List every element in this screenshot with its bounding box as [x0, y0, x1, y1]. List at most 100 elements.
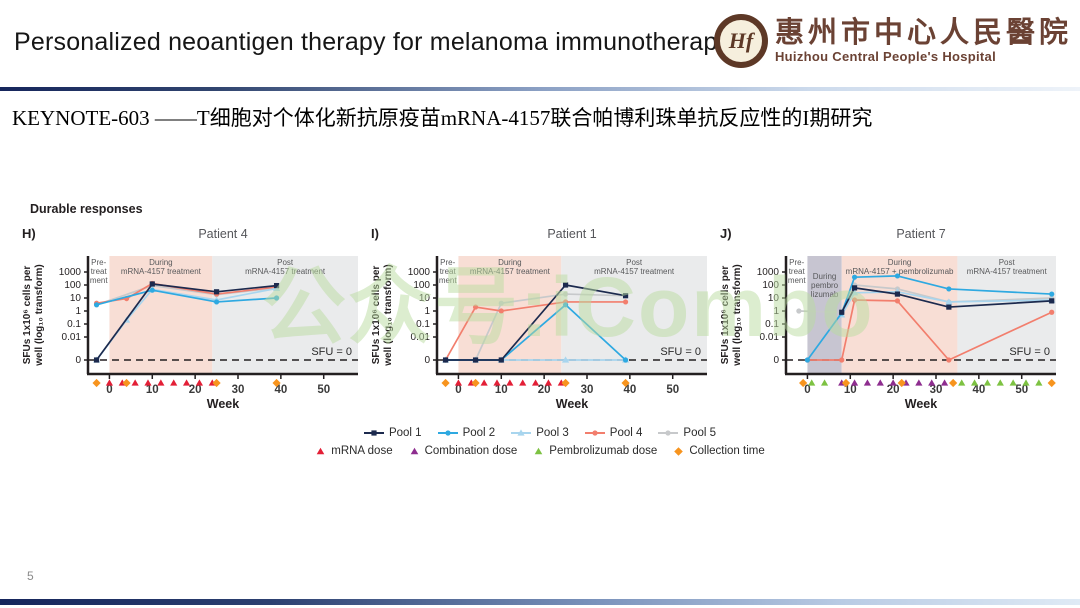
- page-title: Personalized neoantigen therapy for mela…: [14, 28, 731, 56]
- svg-text:10: 10: [70, 293, 82, 304]
- svg-text:0: 0: [773, 355, 779, 366]
- svg-text:well (log₁₀ transform): well (log₁₀ transform): [732, 264, 743, 366]
- collection-time-icon: [674, 446, 684, 456]
- hospital-logo: Hf 惠州市中心人民醫院 Huizhou Central People's Ho…: [713, 14, 1072, 68]
- legend-label: Combination dose: [424, 445, 518, 457]
- svg-text:SFUs 1x10⁶ cells per: SFUs 1x10⁶ cells per: [22, 266, 33, 365]
- svg-text:0: 0: [106, 384, 112, 396]
- svg-text:0: 0: [424, 355, 430, 366]
- svg-text:1000: 1000: [408, 267, 431, 278]
- pool-1-marker-icon: [363, 430, 384, 436]
- panel-head: J) Patient 7: [718, 226, 1064, 242]
- svg-text:mRNA-4157 treatment: mRNA-4157 treatment: [594, 267, 675, 276]
- legend-pools: Pool 1 Pool 2 Pool 3 Pool 4 Pool 5: [0, 424, 1080, 442]
- patient1-panel: I) Patient 1 Pre-treat ment During mRNA-415…: [369, 226, 715, 412]
- legend-item-pool: Pool 1: [363, 427, 422, 439]
- svg-text:1: 1: [424, 306, 430, 317]
- legend-label: mRNA dose: [331, 445, 393, 457]
- svg-text:10: 10: [768, 293, 780, 304]
- svg-text:30: 30: [232, 384, 245, 396]
- svg-text:20: 20: [189, 384, 202, 396]
- svg-text:10: 10: [419, 293, 431, 304]
- svg-text:mRNA-4157 treatment: mRNA-4157 treatment: [245, 267, 326, 276]
- svg-text:50: 50: [1015, 384, 1028, 396]
- svg-text:10: 10: [844, 384, 857, 396]
- svg-text:Week: Week: [207, 397, 239, 411]
- svg-text:Pre-: Pre-: [91, 258, 106, 267]
- svg-text:1: 1: [75, 306, 81, 317]
- svg-text:20: 20: [887, 384, 900, 396]
- panel-title-patient1: Patient 1: [547, 227, 597, 241]
- svg-text:During: During: [498, 258, 522, 267]
- legend-item-pool: Pool 3: [511, 427, 569, 439]
- patient7-panel: J) Patient 7 Pre-treat ment During pembro li…: [718, 226, 1064, 412]
- svg-text:100: 100: [413, 280, 430, 291]
- svg-text:100: 100: [64, 280, 81, 291]
- legend-item-pool: Pool 4: [584, 427, 642, 439]
- svg-text:SFU = 0: SFU = 0: [311, 346, 352, 358]
- patient4-panel: H) Patient 4 Pre-treat ment During mRNA-415…: [20, 226, 366, 412]
- svg-text:ment: ment: [90, 276, 109, 285]
- panel-head: H) Patient 4: [20, 226, 366, 242]
- svg-text:mRNA-4157 treatment: mRNA-4157 treatment: [121, 267, 202, 276]
- bottom-bar: [0, 599, 1080, 605]
- svg-text:1000: 1000: [757, 267, 780, 278]
- svg-text:SFUs 1x10⁶ cells per: SFUs 1x10⁶ cells per: [720, 266, 731, 365]
- svg-text:0.1: 0.1: [416, 319, 430, 330]
- svg-text:treat: treat: [91, 267, 108, 276]
- svg-text:ment: ment: [788, 276, 807, 285]
- svg-text:0.1: 0.1: [67, 319, 81, 330]
- svg-text:10: 10: [146, 384, 159, 396]
- svg-text:During: During: [813, 272, 837, 281]
- svg-text:treat: treat: [440, 267, 457, 276]
- header-divider: [0, 87, 1080, 91]
- panel-letter-i: I): [371, 226, 379, 241]
- svg-text:100: 100: [762, 280, 779, 291]
- hospital-logo-monogram: Hf: [728, 28, 754, 53]
- svg-text:SFU = 0: SFU = 0: [660, 346, 701, 358]
- section-heading: Durable responses: [30, 202, 143, 216]
- svg-text:Post: Post: [277, 258, 294, 267]
- svg-text:treat: treat: [789, 267, 806, 276]
- svg-text:20: 20: [538, 384, 551, 396]
- combination-dose-icon: [410, 447, 418, 454]
- legend-item-dose: Pembrolizumab dose: [533, 445, 657, 457]
- mrna-dose-icon: [316, 447, 325, 454]
- panel-letter-h: H): [22, 226, 36, 241]
- svg-text:Post: Post: [626, 258, 643, 267]
- svg-text:0.01: 0.01: [760, 332, 780, 343]
- svg-text:During: During: [888, 258, 912, 267]
- legend-label: Pool 2: [462, 427, 496, 439]
- svg-text:pembro: pembro: [811, 281, 839, 290]
- svg-text:50: 50: [317, 384, 330, 396]
- pool-3-marker-icon: [511, 429, 532, 436]
- slide-subtitle: KEYNOTE-603 ——T细胞对个体化新抗原疫苗mRNA-4157联合帕博利…: [12, 106, 873, 130]
- svg-text:0.01: 0.01: [411, 332, 431, 343]
- pool-5-marker-icon: [658, 430, 679, 436]
- svg-text:1: 1: [773, 306, 779, 317]
- hospital-name-cn: 惠州市中心人民醫院: [774, 17, 1072, 50]
- charts-row: H) Patient 4 Pre-treat ment During mRNA-415…: [20, 226, 1066, 412]
- svg-text:40: 40: [972, 384, 985, 396]
- hospital-logo-inner: Hf: [718, 19, 763, 63]
- page-number: 5: [27, 569, 34, 583]
- svg-text:Pre-: Pre-: [789, 258, 804, 267]
- svg-text:SFUs 1x10⁶ cells per: SFUs 1x10⁶ cells per: [371, 266, 382, 365]
- svg-text:0.1: 0.1: [765, 319, 779, 330]
- svg-text:well (log₁₀ transform): well (log₁₀ transform): [383, 264, 394, 366]
- legend-item-pool: Pool 2: [437, 427, 496, 439]
- svg-text:Post: Post: [999, 258, 1016, 267]
- svg-text:mRNA-4157 treatment: mRNA-4157 treatment: [470, 267, 551, 276]
- svg-text:0: 0: [455, 384, 461, 396]
- svg-text:SFU = 0: SFU = 0: [1009, 346, 1050, 358]
- panel-title-patient4: Patient 4: [198, 227, 248, 241]
- svg-text:well (log₁₀ transform): well (log₁₀ transform): [34, 264, 45, 366]
- svg-text:lizumab: lizumab: [811, 290, 839, 299]
- svg-text:0: 0: [75, 355, 81, 366]
- legend-label: Pool 1: [388, 427, 422, 439]
- panel-title-patient7: Patient 7: [896, 227, 946, 241]
- panel-letter-j: J): [720, 226, 732, 241]
- svg-text:10: 10: [495, 384, 508, 396]
